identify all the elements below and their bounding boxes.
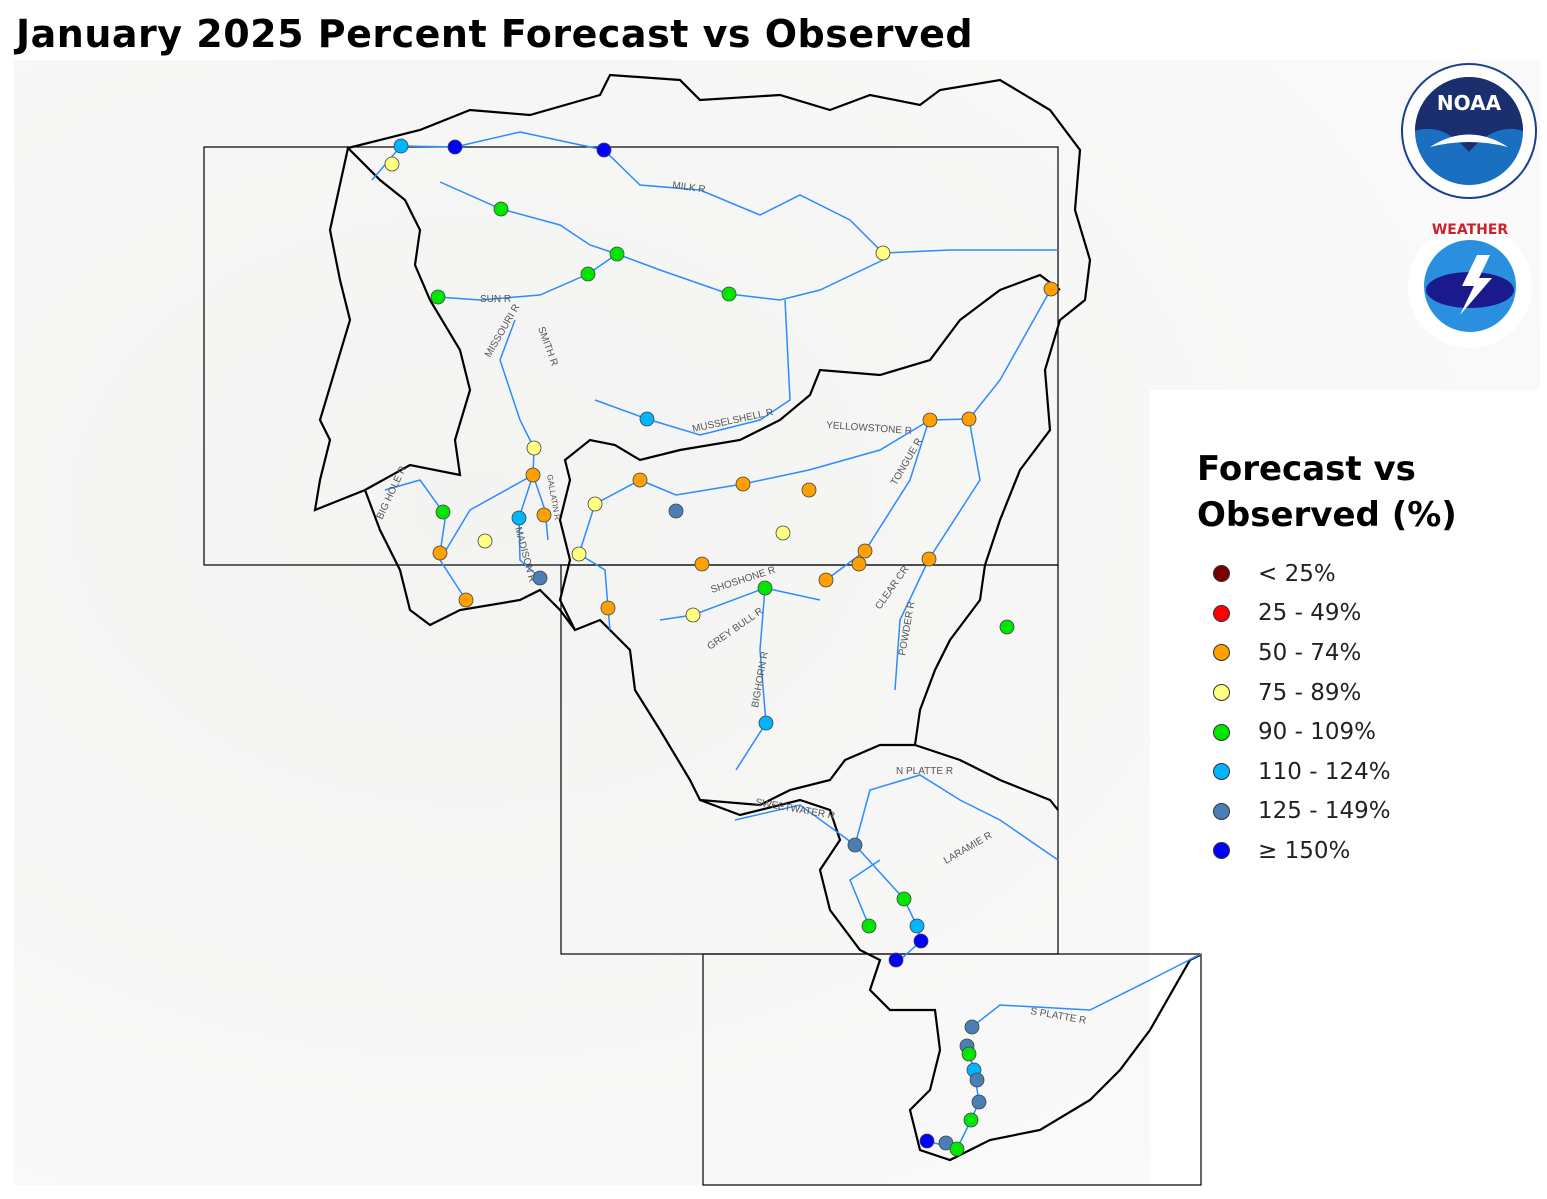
legend-label: 125 - 149% [1258, 798, 1391, 825]
legend-label: 90 - 109% [1258, 719, 1376, 746]
forecast-point [432, 545, 448, 561]
forecast-point [775, 525, 791, 541]
forecast-point [735, 476, 751, 492]
forecast-point [1043, 281, 1059, 297]
forecast-point [961, 1046, 977, 1062]
forecast-point [525, 467, 541, 483]
noaa-logo: NOAA [1400, 62, 1538, 200]
forecast-point [526, 440, 542, 456]
forecast-point [458, 592, 474, 608]
forecast-point [694, 556, 710, 572]
nws-logo: WEATHER [1402, 220, 1538, 352]
forecast-point [609, 246, 625, 262]
legend-item: 110 - 124% [1213, 752, 1487, 792]
legend-item: 50 - 74% [1213, 633, 1487, 673]
forecast-point [969, 1072, 985, 1088]
legend-label: ≥ 150% [1258, 837, 1351, 864]
forecast-point [971, 1094, 987, 1110]
legend-swatch [1213, 802, 1230, 820]
forecast-point [888, 952, 904, 968]
forecast-point [571, 546, 587, 562]
forecast-point [758, 715, 774, 731]
legend-item: 25 - 49% [1213, 594, 1487, 634]
forecast-point [963, 1112, 979, 1128]
forecast-point [532, 570, 548, 586]
legend-swatch [1213, 684, 1230, 702]
forecast-point [587, 496, 603, 512]
forecast-point [757, 580, 773, 596]
legend-swatch [1213, 565, 1230, 583]
legend-swatch [1213, 644, 1230, 662]
legend-label: 110 - 124% [1258, 758, 1391, 785]
legend-swatch [1213, 763, 1230, 781]
legend-label: 25 - 49% [1258, 600, 1362, 627]
map-title: January 2025 Percent Forecast vs Observe… [16, 12, 974, 56]
forecast-point [913, 933, 929, 949]
legend-label: < 25% [1258, 560, 1336, 587]
forecast-point [801, 482, 817, 498]
forecast-point [493, 201, 509, 217]
river-label: N PLATTE R [896, 766, 953, 777]
forecast-point [580, 266, 596, 282]
forecast-point [435, 504, 451, 520]
legend-item: 125 - 149% [1213, 792, 1487, 832]
forecast-point [536, 507, 552, 523]
forecast-point [639, 411, 655, 427]
noaa-logo-text: NOAA [1437, 91, 1502, 115]
forecast-point [875, 245, 891, 261]
forecast-point [921, 551, 937, 567]
forecast-point [511, 510, 527, 526]
legend-title: Forecast vs Observed (%) [1197, 449, 1457, 535]
forecast-point [393, 138, 409, 154]
state-boundaries [203, 146, 1202, 1186]
forecast-point [668, 503, 684, 519]
forecast-point [896, 891, 912, 907]
forecast-point [477, 533, 493, 549]
legend-swatch [1213, 842, 1230, 860]
legend-label: 75 - 89% [1258, 679, 1362, 706]
forecast-point [949, 1141, 965, 1157]
forecast-point [961, 411, 977, 427]
river-label: MILK R [672, 180, 707, 196]
river-label: SUN R [480, 294, 511, 305]
forecast-point [909, 918, 925, 934]
forecast-point [685, 607, 701, 623]
legend-swatch [1213, 723, 1230, 741]
forecast-point [818, 572, 834, 588]
forecast-point [721, 286, 737, 302]
forecast-point [596, 142, 612, 158]
legend-swatch [1213, 604, 1230, 622]
forecast-points [384, 138, 1059, 1157]
legend-item: ≥ 150% [1213, 831, 1487, 871]
forecast-point [861, 918, 877, 934]
forecast-point [847, 837, 863, 853]
forecast-point [919, 1133, 935, 1149]
forecast-point [857, 543, 873, 559]
forecast-point [430, 289, 446, 305]
forecast-point [384, 156, 400, 172]
legend-item: < 25% [1213, 554, 1487, 594]
legend-item: 75 - 89% [1213, 673, 1487, 713]
forecast-point [964, 1019, 980, 1035]
legend: Forecast vs Observed (%) < 25% 25 - 49% 50… [1197, 446, 1487, 871]
forecast-point [851, 556, 867, 572]
forecast-point [447, 139, 463, 155]
nws-logo-text: WEATHER [1432, 222, 1509, 238]
forecast-point [600, 600, 616, 616]
basin-outline [313, 73, 1201, 1162]
legend-label: 50 - 74% [1258, 639, 1362, 666]
forecast-point [922, 412, 938, 428]
legend-item: 90 - 109% [1213, 712, 1487, 752]
forecast-point [999, 619, 1015, 635]
forecast-point [632, 472, 648, 488]
